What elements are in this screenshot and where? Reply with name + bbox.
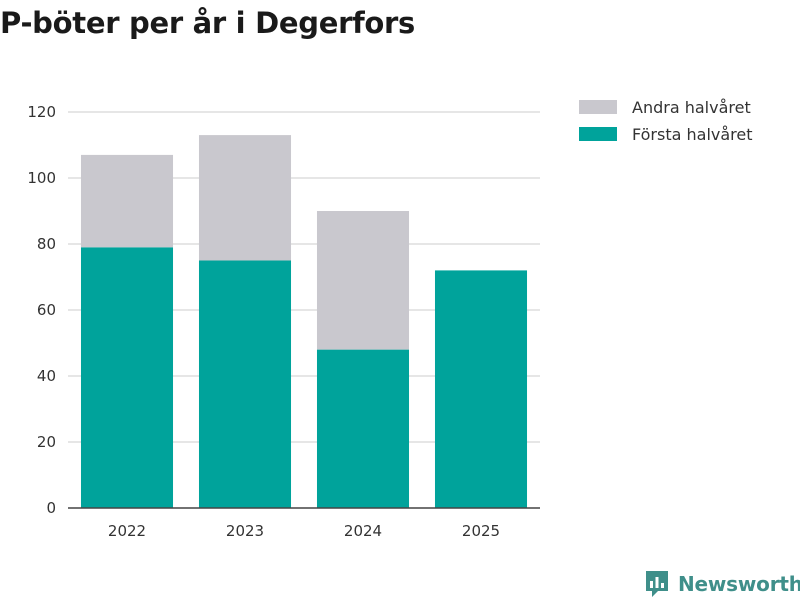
bar-segment [434,270,528,508]
x-axis: 2022 2023 2024 2025 [68,507,540,540]
bar-segment [198,135,292,261]
legend-label: Andra halvåret [632,98,751,117]
x-tick-label: 2023 [226,522,264,540]
y-axis: 0 20 40 60 80 100 120 [27,103,56,517]
bar-segment [316,211,410,350]
bar-segment [316,349,410,508]
newsworthy-logo-icon [646,571,668,597]
legend: Andra halvåret Första halvåret [579,98,753,144]
newsworthy-brand: Newsworthy [644,568,800,600]
legend-swatch [579,127,617,141]
y-tick-label: 0 [46,499,56,517]
y-tick-label: 40 [37,367,56,385]
legend-label: Första halvåret [632,125,753,144]
legend-swatch [579,100,617,114]
brand-name: Newsworthy [678,572,800,596]
x-tick-label: 2025 [462,522,500,540]
y-tick-label: 20 [37,433,56,451]
bar-segment [80,154,174,248]
y-tick-label: 100 [27,169,56,187]
y-tick-label: 60 [37,301,56,319]
y-tick-label: 80 [37,235,56,253]
bar-segment [198,260,292,508]
x-tick-label: 2022 [108,522,146,540]
y-tick-label: 120 [27,103,56,121]
bars [80,135,528,509]
chart-title: P-böter per år i Degerfors [0,6,415,40]
bar-segment [80,247,174,509]
x-tick-label: 2024 [344,522,382,540]
